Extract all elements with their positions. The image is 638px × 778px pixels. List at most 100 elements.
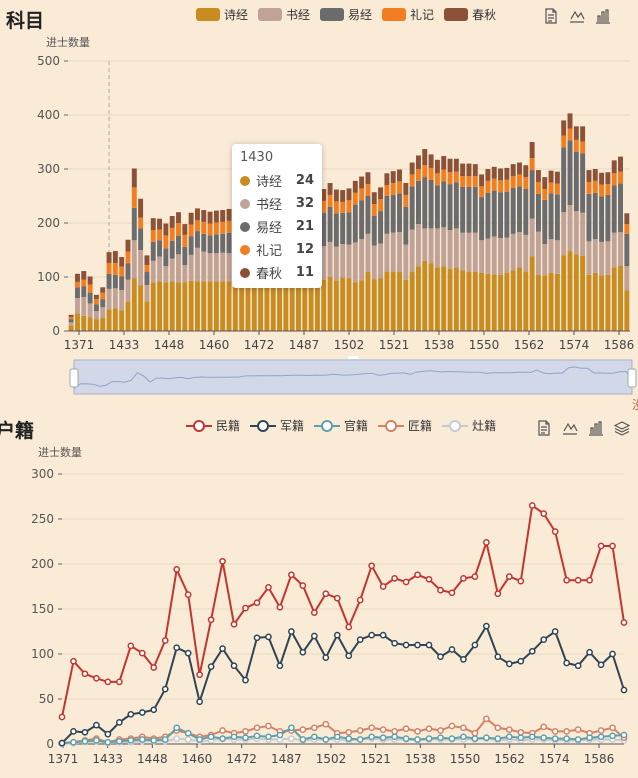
stack-icon[interactable] — [614, 420, 630, 436]
bar-segment — [201, 210, 207, 222]
bar-segment — [213, 253, 219, 282]
chart2-legend: 民籍 军籍 官籍 匠籍 灶籍 — [186, 417, 496, 434]
bar-segment — [580, 126, 586, 142]
bar-segment — [422, 165, 428, 178]
data-point — [173, 644, 181, 652]
data-point — [402, 725, 410, 733]
chart1-tooltip: 1430 诗经 24 书经 32 易经 21 礼记 12 春秋 11 — [232, 144, 322, 288]
bar-chart-icon[interactable] — [595, 8, 611, 24]
data-point — [173, 735, 181, 742]
data-point — [127, 642, 135, 650]
legend-item[interactable]: 书经 — [258, 6, 310, 23]
bar-segment — [441, 156, 447, 170]
bar-segment — [188, 212, 194, 225]
bar-segment — [100, 287, 106, 293]
data-point — [70, 738, 77, 746]
legend-item[interactable]: 易经 — [320, 6, 372, 23]
legend-item[interactable]: 匠籍 — [378, 417, 432, 434]
bar-segment — [359, 280, 365, 331]
bar-segment — [201, 281, 207, 331]
data-point — [265, 722, 272, 730]
bar-segment — [333, 201, 339, 214]
bar-segment — [100, 307, 106, 319]
bar-chart-icon[interactable] — [588, 420, 604, 436]
bar-segment — [333, 213, 339, 247]
bar-segment — [504, 191, 510, 238]
bar-segment — [87, 292, 93, 304]
data-point — [299, 736, 307, 743]
bar-segment — [207, 211, 213, 224]
bar-segment — [68, 322, 74, 326]
tooltip-series-name: 春秋 — [256, 267, 283, 282]
bar-segment — [567, 128, 573, 141]
tooltip-series-name: 易经 — [256, 221, 283, 236]
legend-item[interactable]: 诗经 — [196, 6, 248, 23]
x-tick-label: 1487 — [271, 752, 302, 766]
legend-item[interactable]: 礼记 — [382, 6, 434, 23]
bar-segment — [283, 281, 289, 331]
data-view-icon[interactable] — [536, 420, 552, 436]
bar-segment — [580, 212, 586, 256]
series-line — [61, 623, 625, 744]
bar-segment — [415, 155, 421, 169]
data-point — [58, 713, 66, 721]
bar-segment — [390, 183, 396, 195]
zoom-slider-track — [73, 359, 633, 395]
bar-segment — [188, 224, 194, 237]
data-point — [81, 737, 89, 745]
bar-segment — [308, 280, 314, 331]
bar-segment — [87, 276, 93, 285]
bar-segment — [567, 113, 573, 129]
data-point — [620, 686, 628, 694]
bar-segment — [548, 193, 554, 240]
data-view-icon[interactable] — [543, 8, 559, 24]
data-point — [586, 576, 593, 584]
data-point — [586, 734, 593, 742]
bar-segment — [245, 281, 251, 331]
line-chart-icon[interactable] — [569, 8, 585, 24]
legend-item[interactable]: 春秋 — [444, 6, 496, 23]
data-point — [242, 728, 249, 735]
bar-segment — [201, 251, 207, 282]
legend-item[interactable]: 军籍 — [250, 417, 304, 434]
data-point — [368, 724, 376, 732]
bar-segment — [333, 280, 339, 331]
data-point — [540, 636, 548, 643]
data-point — [471, 729, 479, 737]
y-tick-label: 200 — [37, 216, 60, 230]
bar-segment — [333, 246, 339, 281]
bar-segment — [592, 272, 598, 331]
data-point — [150, 737, 158, 744]
legend-item[interactable]: 民籍 — [186, 417, 240, 434]
bar-segment — [466, 271, 472, 331]
bar-segment — [434, 173, 440, 186]
bar-segment — [220, 281, 226, 331]
bar-segment — [390, 194, 396, 233]
bar-segment — [422, 149, 428, 166]
data-point — [609, 732, 616, 740]
bar-segment — [403, 279, 409, 331]
x-tick-label: 1550 — [450, 752, 481, 766]
bar-segment — [119, 257, 125, 267]
data-point — [207, 733, 215, 741]
data-point — [414, 571, 421, 579]
bar-segment — [453, 171, 459, 183]
line-chart-icon[interactable] — [562, 420, 578, 436]
bar-segment — [567, 140, 573, 206]
legend-item[interactable]: 官籍 — [314, 417, 368, 434]
data-point — [322, 590, 330, 598]
bar-segment — [188, 236, 194, 255]
data-point — [483, 715, 490, 723]
bar-segment — [163, 223, 169, 236]
bar-segment — [384, 233, 390, 272]
bar-segment — [618, 183, 623, 233]
bar-segment — [447, 172, 453, 185]
bar-segment — [75, 298, 80, 314]
bar-segment — [68, 319, 74, 323]
bar-segment — [289, 281, 295, 331]
bar-segment — [460, 176, 466, 187]
legend-item[interactable]: 灶籍 — [442, 417, 496, 434]
bar-segment — [81, 296, 87, 316]
data-point — [333, 631, 341, 639]
